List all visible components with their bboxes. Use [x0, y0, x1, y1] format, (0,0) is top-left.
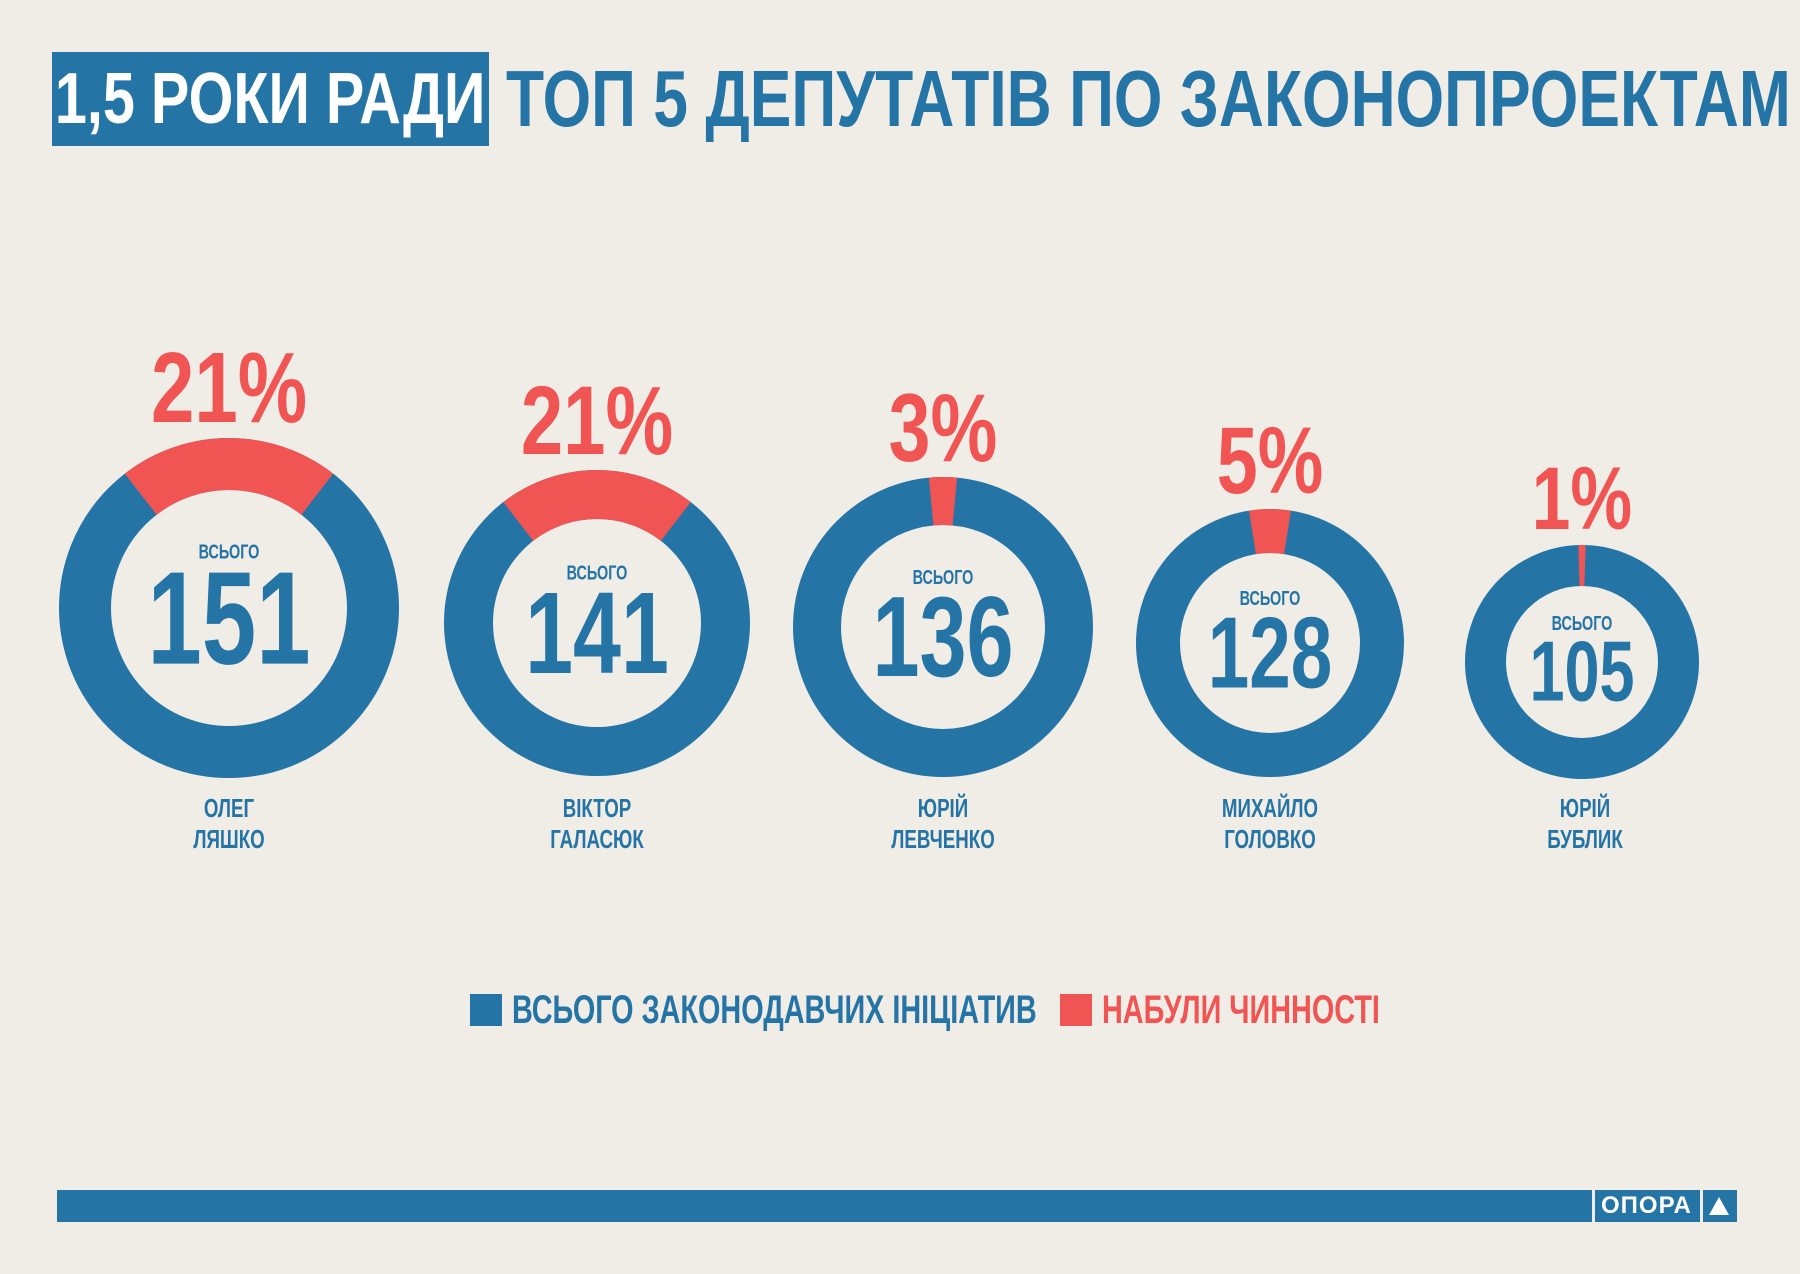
- percent-label-3: 3%: [889, 375, 998, 482]
- title-badge-text: 1,5 РОКИ РАДИ: [55, 59, 486, 139]
- triangle-icon: [1699, 1190, 1733, 1222]
- deputy-first-name-5: ЮРІЙ: [1560, 793, 1610, 823]
- center-label-4: ВСЬОГО: [1240, 587, 1301, 610]
- brand-name: ОПОРА: [1592, 1190, 1692, 1222]
- donut-enacted-slice-3: [928, 477, 958, 526]
- percent-label-5: 1%: [1532, 449, 1632, 548]
- deputy-last-name-1: ЛЯШКО: [193, 824, 264, 854]
- title-badge: 1,5 РОКИ РАДИ: [52, 52, 489, 146]
- donut-enacted-slice-4: [1249, 508, 1291, 555]
- total-value-1: 151: [147, 544, 310, 692]
- center-label-2: ВСЬОГО: [567, 561, 628, 584]
- deputy-first-name-1: ОЛЕГ: [204, 793, 254, 823]
- center-label-3: ВСЬОГО: [913, 566, 974, 589]
- center-label-5: ВСЬОГО: [1552, 612, 1613, 635]
- donut-enacted-slice-1: [124, 437, 334, 515]
- legend-item-enacted: НАБУЛИ ЧИННОСТІ: [1060, 985, 1488, 1035]
- total-value-4: 128: [1208, 596, 1332, 709]
- deputy-last-name-2: ГАЛАСЮК: [550, 824, 644, 854]
- deputy-first-name-2: ВІКТОР: [563, 793, 632, 823]
- legend-swatch-enacted: [1060, 994, 1092, 1026]
- footer-bar: [57, 1190, 1592, 1222]
- legend-label-total: ВСЬОГО ЗАКОНОДАВЧИХ ІНІЦІАТИВ: [512, 987, 1037, 1032]
- donut-enacted-slice-2: [503, 470, 691, 541]
- percent-label-4: 5%: [1217, 407, 1324, 513]
- legend-swatch-total: [470, 994, 502, 1026]
- center-label-1: ВСЬОГО: [199, 540, 260, 563]
- percent-label-1: 21%: [151, 333, 307, 445]
- legend-item-total: ВСЬОГО ЗАКОНОДАВЧИХ ІНІЦІАТИВ: [470, 985, 1241, 1035]
- total-value-2: 141: [525, 567, 669, 698]
- deputy-last-name-3: ЛЕВЧЕНКО: [891, 824, 995, 854]
- total-value-3: 136: [872, 574, 1013, 701]
- donut-enacted-slice-5: [1578, 545, 1586, 587]
- legend-label-enacted: НАБУЛИ ЧИННОСТІ: [1102, 987, 1380, 1032]
- percent-label-2: 21%: [521, 366, 673, 475]
- page-title: ТОП 5 ДЕПУТАТІВ ПО ЗАКОНОПРОЕКТАМ: [506, 52, 1800, 146]
- brand-logo: ОПОРА: [1592, 1190, 1737, 1222]
- deputy-first-name-3: ЮРІЙ: [918, 793, 968, 823]
- total-value-5: 105: [1529, 623, 1634, 718]
- deputy-last-name-4: ГОЛОВКО: [1224, 824, 1316, 854]
- deputy-first-name-4: МИХАЙЛО: [1222, 793, 1318, 823]
- deputy-last-name-5: БУБЛИК: [1547, 824, 1623, 854]
- page-title-text: ТОП 5 ДЕПУТАТІВ ПО ЗАКОНОПРОЕКТАМ: [506, 54, 1791, 143]
